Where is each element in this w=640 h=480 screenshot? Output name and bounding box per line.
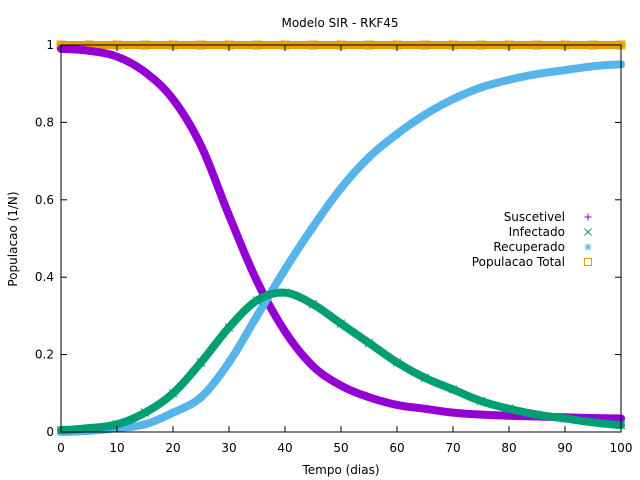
data-point xyxy=(112,419,122,429)
data-point xyxy=(421,110,429,119)
data-point xyxy=(364,338,374,348)
x-tick-label: 80 xyxy=(501,441,516,455)
x-tick-label: 60 xyxy=(389,441,404,455)
data-point xyxy=(168,388,178,398)
data-point xyxy=(421,404,429,413)
data-point xyxy=(308,299,318,309)
series-trace xyxy=(57,288,625,435)
y-tick-label: 0.2 xyxy=(35,348,54,362)
data-point xyxy=(505,75,513,84)
legend-label: Populacao Total xyxy=(472,255,565,269)
x-tick-label: 20 xyxy=(165,441,180,455)
data-point xyxy=(141,68,149,77)
y-tick-label: 1 xyxy=(46,38,54,52)
legend-marker xyxy=(584,228,592,236)
data-point xyxy=(140,408,150,418)
legend-label: Suscetivel xyxy=(504,210,565,224)
data-point xyxy=(309,362,317,371)
data-point xyxy=(281,327,289,336)
data-point xyxy=(560,414,570,423)
x-tick-label: 40 xyxy=(277,441,292,455)
data-point xyxy=(392,357,402,367)
y-tick-label: 0 xyxy=(46,425,54,439)
x-tick-label: 90 xyxy=(557,441,572,455)
data-point xyxy=(252,296,262,305)
x-tick-label: 0 xyxy=(57,441,65,455)
data-point xyxy=(253,311,261,320)
data-point xyxy=(169,408,177,417)
data-point xyxy=(532,410,542,419)
legend-marker xyxy=(584,213,592,221)
series-infectado xyxy=(56,288,626,435)
data-point xyxy=(365,153,373,162)
data-point xyxy=(113,52,121,61)
legend-label: Infectado xyxy=(509,225,565,239)
data-point xyxy=(337,184,345,193)
data-point xyxy=(393,130,401,139)
data-point xyxy=(169,95,177,104)
data-point xyxy=(589,62,597,71)
x-tick-label: 10 xyxy=(109,441,124,455)
x-tick-label: 70 xyxy=(445,441,460,455)
series-recuperado xyxy=(57,60,625,436)
legend-item: Infectado xyxy=(509,225,592,239)
y-tick-label: 0.8 xyxy=(35,115,54,129)
data-point xyxy=(477,410,485,419)
data-point xyxy=(449,408,457,417)
y-tick-label: 0.6 xyxy=(35,193,54,207)
data-point xyxy=(336,319,346,328)
data-point xyxy=(365,393,373,402)
data-point xyxy=(393,400,401,409)
legend-marker xyxy=(584,243,592,251)
x-tick-label: 50 xyxy=(333,441,348,455)
data-point xyxy=(448,385,458,394)
x-tick-label: 100 xyxy=(610,441,633,455)
data-point xyxy=(280,288,290,298)
data-point xyxy=(197,141,205,150)
x-axis-label: Tempo (dias) xyxy=(301,463,379,477)
data-point xyxy=(224,323,234,332)
y-axis-label: Populacao (1/N) xyxy=(6,191,20,286)
data-point xyxy=(281,265,289,274)
data-point xyxy=(561,66,569,75)
legend-item: Suscetivel xyxy=(504,210,592,224)
data-point xyxy=(309,222,317,231)
x-tick-label: 30 xyxy=(221,441,236,455)
legend-item: Populacao Total xyxy=(472,255,592,269)
data-point xyxy=(533,70,541,79)
data-point xyxy=(449,95,457,104)
legend-marker xyxy=(584,258,592,266)
legend-label: Recuperado xyxy=(493,240,565,254)
data-point xyxy=(196,357,206,367)
data-point xyxy=(476,396,486,406)
axis-ticks: 0 10 20 30 40 50 60 70 80 90 100 0 0.2 0.4 0.6 0.8 1 xyxy=(35,38,633,455)
data-point xyxy=(253,277,261,286)
legend-item: Recuperado xyxy=(493,240,592,254)
data-point xyxy=(225,211,233,220)
data-point xyxy=(225,358,233,367)
data-point xyxy=(84,423,94,433)
data-point xyxy=(477,83,485,92)
data-point xyxy=(504,404,514,414)
data-point xyxy=(85,46,93,55)
chart-title: Modelo SIR - RKF45 xyxy=(281,16,398,30)
data-point xyxy=(197,393,205,402)
data-point xyxy=(588,417,598,427)
data-point xyxy=(420,373,430,383)
data-point xyxy=(505,411,513,420)
data-point xyxy=(141,420,149,429)
y-tick-label: 0.4 xyxy=(35,270,54,284)
data-point xyxy=(337,381,345,390)
